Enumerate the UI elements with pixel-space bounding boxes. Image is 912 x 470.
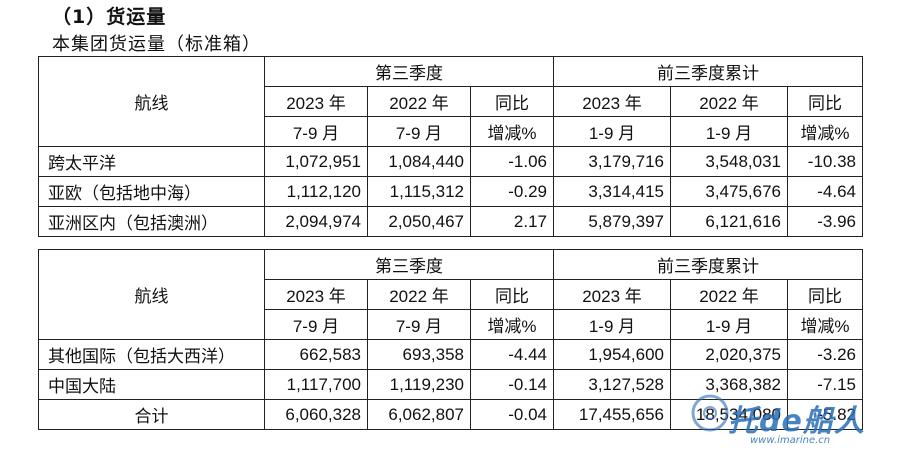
watermark-url: www.imarine.cn bbox=[750, 435, 831, 446]
ytd-header: 前三季度累计 bbox=[553, 249, 863, 280]
route-cell: 跨太平洋 bbox=[38, 146, 265, 177]
year-2022-header: 2022 年 bbox=[670, 86, 788, 117]
watermark-logo: 托de船人 bbox=[728, 404, 865, 439]
ytd-2023-cell: 3,179,716 bbox=[553, 146, 671, 177]
watermark: 托de船人 www.imarine.cn bbox=[688, 392, 888, 452]
ship-wheel-icon bbox=[691, 394, 729, 432]
year-2023-header: 2023 年 bbox=[553, 279, 671, 310]
yoy-header-line1: 同比 bbox=[787, 279, 863, 310]
q3-2023-cell: 1,072,951 bbox=[264, 146, 368, 177]
route-cell: 中国大陆 bbox=[38, 369, 265, 400]
yoy-header-line1: 同比 bbox=[470, 279, 554, 310]
table-caption: 本集团货运量（标准箱） bbox=[52, 34, 261, 55]
yoy-header-line1: 同比 bbox=[470, 86, 554, 117]
ytd-2022-cell: 3,475,676 bbox=[670, 176, 788, 207]
year-2022-header: 2022 年 bbox=[367, 279, 471, 310]
table-row: 其他国际（包括大西洋） 662,583 693,358 -4.44 1,954,600 2… bbox=[38, 339, 863, 370]
ytd-yoy-cell: -7.15 bbox=[787, 369, 863, 400]
q3-header: 第三季度 bbox=[264, 56, 554, 87]
yoy-header-line2: 增减% bbox=[470, 116, 554, 147]
period-header: 7-9 月 bbox=[264, 309, 368, 340]
q3-2022-cell: 1,084,440 bbox=[367, 146, 471, 177]
table-row: 中国大陆 1,117,700 1,119,230 -0.14 3,127,528 3,36… bbox=[38, 369, 863, 400]
table-row: 合计 6,060,328 6,062,807 -0.04 17,455,656 18,53… bbox=[38, 399, 863, 430]
period-header: 1-9 月 bbox=[670, 309, 788, 340]
period-header: 7-9 月 bbox=[367, 116, 471, 147]
q3-yoy-cell: -4.44 bbox=[470, 339, 554, 370]
q3-2022-cell: 2,050,467 bbox=[367, 206, 471, 237]
section-heading: （1）货运量 bbox=[52, 6, 167, 28]
year-2023-header: 2023 年 bbox=[264, 279, 368, 310]
ytd-yoy-cell: -3.96 bbox=[787, 206, 863, 237]
q3-2022-cell: 6,062,807 bbox=[367, 399, 471, 430]
ytd-2023-cell: 3,127,528 bbox=[553, 369, 671, 400]
ytd-2022-cell: 18,534,080 bbox=[670, 399, 788, 430]
year-2023-header: 2023 年 bbox=[553, 86, 671, 117]
period-header: 7-9 月 bbox=[367, 309, 471, 340]
q3-2022-cell: 693,358 bbox=[367, 339, 471, 370]
period-header: 7-9 月 bbox=[264, 116, 368, 147]
ytd-yoy-cell: -5.82 bbox=[787, 399, 863, 430]
period-header: 1-9 月 bbox=[670, 116, 788, 147]
route-cell: 其他国际（包括大西洋） bbox=[38, 339, 265, 370]
q3-yoy-cell: -0.04 bbox=[470, 399, 554, 430]
q3-2022-cell: 1,115,312 bbox=[367, 176, 471, 207]
yoy-header-line1: 同比 bbox=[787, 86, 863, 117]
cargo-volume-table-2: 航线 第三季度 前三季度累计 2023 年 2022 年 同比 2023 年 2… bbox=[38, 249, 863, 430]
ytd-2022-cell: 2,020,375 bbox=[670, 339, 788, 370]
q3-2023-cell: 662,583 bbox=[264, 339, 368, 370]
q3-2023-cell: 1,112,120 bbox=[264, 176, 368, 207]
year-2023-header: 2023 年 bbox=[264, 86, 368, 117]
q3-2022-cell: 1,119,230 bbox=[367, 369, 471, 400]
q3-yoy-cell: 2.17 bbox=[470, 206, 554, 237]
q3-2023-cell: 6,060,328 bbox=[264, 399, 368, 430]
ytd-2023-cell: 3,314,415 bbox=[553, 176, 671, 207]
route-header: 航线 bbox=[38, 56, 265, 147]
table-row: 亚洲区内（包括澳洲） 2,094,974 2,050,467 2.17 5,879,39… bbox=[38, 206, 863, 237]
yoy-header-line2: 增减% bbox=[787, 116, 863, 147]
route-cell: 合计 bbox=[38, 399, 265, 430]
q3-header: 第三季度 bbox=[264, 249, 554, 280]
q3-yoy-cell: -0.29 bbox=[470, 176, 554, 207]
ytd-2023-cell: 1,954,600 bbox=[553, 339, 671, 370]
cargo-volume-table-1: 航线 第三季度 前三季度累计 2023 年 2022 年 同比 2023 年 2… bbox=[38, 56, 863, 237]
year-2022-header: 2022 年 bbox=[367, 86, 471, 117]
yoy-header-line2: 增减% bbox=[787, 309, 863, 340]
ytd-yoy-cell: -4.64 bbox=[787, 176, 863, 207]
ytd-2023-cell: 17,455,656 bbox=[553, 399, 671, 430]
q3-2023-cell: 2,094,974 bbox=[264, 206, 368, 237]
ytd-2022-cell: 6,121,616 bbox=[670, 206, 788, 237]
q3-2023-cell: 1,117,700 bbox=[264, 369, 368, 400]
table-row: 亚欧（包括地中海） 1,112,120 1,115,312 -0.29 3,314,41… bbox=[38, 176, 863, 207]
q3-yoy-cell: -0.14 bbox=[470, 369, 554, 400]
ytd-2022-cell: 3,368,382 bbox=[670, 369, 788, 400]
ytd-header: 前三季度累计 bbox=[553, 56, 863, 87]
year-2022-header: 2022 年 bbox=[670, 279, 788, 310]
ytd-yoy-cell: -3.26 bbox=[787, 339, 863, 370]
table-row: 跨太平洋 1,072,951 1,084,440 -1.06 3,179,716 3,54… bbox=[38, 146, 863, 177]
q3-yoy-cell: -1.06 bbox=[470, 146, 554, 177]
ytd-2023-cell: 5,879,397 bbox=[553, 206, 671, 237]
ytd-2022-cell: 3,548,031 bbox=[670, 146, 788, 177]
route-cell: 亚洲区内（包括澳洲） bbox=[38, 206, 265, 237]
period-header: 1-9 月 bbox=[553, 309, 671, 340]
route-cell: 亚欧（包括地中海） bbox=[38, 176, 265, 207]
route-header: 航线 bbox=[38, 249, 265, 340]
period-header: 1-9 月 bbox=[553, 116, 671, 147]
ytd-yoy-cell: -10.38 bbox=[787, 146, 863, 177]
yoy-header-line2: 增减% bbox=[470, 309, 554, 340]
